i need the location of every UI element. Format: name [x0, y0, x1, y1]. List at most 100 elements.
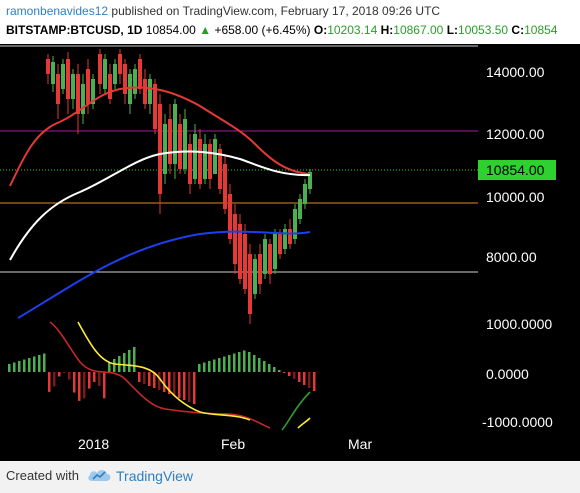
macd-red-line [49, 321, 271, 429]
macd-histogram [8, 347, 316, 404]
histogram-bar [228, 355, 231, 372]
histogram-bar [178, 372, 181, 398]
candles-group [46, 49, 312, 324]
high-label: H: [380, 23, 394, 37]
indicator-tick-neg1000: -1000.0000 [482, 414, 553, 430]
high-value: 10867.00 [393, 23, 444, 37]
histogram-bar [198, 364, 201, 372]
histogram-bar [23, 359, 26, 372]
histogram-bar [218, 358, 221, 372]
histogram-bar [288, 372, 291, 376]
histogram-bar [53, 372, 56, 387]
histogram-bar [88, 372, 91, 389]
price-axis[interactable]: 14000.00 12000.00 10000.00 8000.00 10854… [478, 44, 580, 461]
candle-body [188, 144, 192, 184]
histogram-bar [193, 372, 196, 404]
histogram-bar [168, 372, 171, 394]
last-price: 10854.00 [145, 23, 196, 37]
histogram-bar [73, 372, 76, 393]
histogram-bar [123, 353, 126, 372]
candle-body [178, 124, 182, 169]
histogram-bar [153, 372, 156, 388]
histogram-bar [213, 359, 216, 372]
histogram-bar [48, 372, 51, 392]
candle-body [293, 209, 297, 239]
signal-green-line [281, 391, 311, 431]
histogram-bar [13, 362, 16, 372]
author-link[interactable]: ramonbenavides12 [6, 4, 109, 18]
symbol-label[interactable]: BITSTAMP:BTCUSD, 1D [6, 23, 143, 37]
histogram-bar [38, 355, 41, 372]
histogram-bar [173, 372, 176, 396]
histogram-bar [183, 372, 186, 400]
candle-body [258, 254, 262, 284]
macd-yellow-line [77, 321, 251, 421]
open-value: 10203.14 [327, 23, 378, 37]
histogram-bar [278, 370, 281, 372]
candle-body [128, 74, 132, 104]
candle-body [193, 134, 197, 179]
histogram-bar [223, 356, 226, 372]
chart-canvas[interactable]: 14000.00 12000.00 10000.00 8000.00 10854… [0, 44, 580, 461]
time-label-mar: Mar [348, 436, 373, 452]
histogram-bar [203, 362, 206, 372]
histogram-bar [128, 350, 131, 372]
ema-blue-line [17, 230, 311, 319]
publish-info: ramonbenavides12 published on TradingVie… [6, 4, 440, 18]
candle-body [46, 59, 50, 74]
candle-body [143, 79, 147, 104]
histogram-bar [138, 372, 141, 382]
histogram-bar [148, 372, 151, 386]
candle-body [268, 244, 272, 274]
histogram-bar [253, 355, 256, 372]
histogram-bar [83, 372, 86, 399]
candle-body [86, 69, 90, 104]
histogram-bar [58, 372, 61, 377]
candle-body [203, 144, 207, 179]
histogram-bar [108, 362, 111, 372]
time-axis[interactable]: 2018 Feb Mar [0, 435, 478, 461]
candle-body [153, 84, 157, 129]
histogram-bar [33, 356, 36, 372]
histogram-bar [98, 372, 101, 386]
tradingview-link[interactable]: TradingView [116, 468, 194, 484]
candle-body [123, 64, 127, 94]
signal-yellow-tail [297, 417, 311, 429]
candle-body [108, 74, 112, 99]
close-value: 10854 [524, 23, 558, 37]
ema-white-line [9, 150, 311, 261]
histogram-bar [263, 361, 266, 372]
histogram-bar [93, 372, 96, 382]
candle-body [218, 149, 222, 189]
candle-body [248, 254, 252, 314]
histogram-bar [158, 372, 161, 390]
histogram-bar [28, 358, 31, 372]
candle-body [198, 139, 202, 184]
candle-body [91, 79, 95, 104]
histogram-bar [273, 367, 276, 372]
tradingview-cloud-icon[interactable] [86, 467, 112, 483]
histogram-bar [113, 359, 116, 372]
histogram-bar [233, 353, 236, 372]
histogram-bar [208, 361, 211, 372]
last-price-badge: 10854.00 [486, 162, 545, 178]
indicator-tick-0: 0.0000 [486, 366, 529, 382]
time-label-2018: 2018 [78, 436, 110, 452]
candle-body [163, 124, 167, 174]
candle-body [278, 234, 282, 254]
candle-body [303, 184, 307, 204]
candle-body [283, 229, 287, 249]
candle-body [208, 144, 212, 179]
candle-body [288, 229, 292, 244]
price-tick-8000: 8000.00 [486, 249, 537, 265]
histogram-bar [78, 372, 81, 401]
candle-body [56, 74, 60, 104]
price-tick-12000: 12000.00 [486, 126, 545, 142]
low-value: 10053.50 [458, 23, 509, 37]
candle-body [273, 234, 277, 269]
candle-body [168, 119, 172, 164]
histogram-bar [313, 372, 316, 391]
histogram-bar [43, 353, 46, 372]
histogram-bar [163, 372, 166, 392]
candle-body [133, 69, 137, 94]
